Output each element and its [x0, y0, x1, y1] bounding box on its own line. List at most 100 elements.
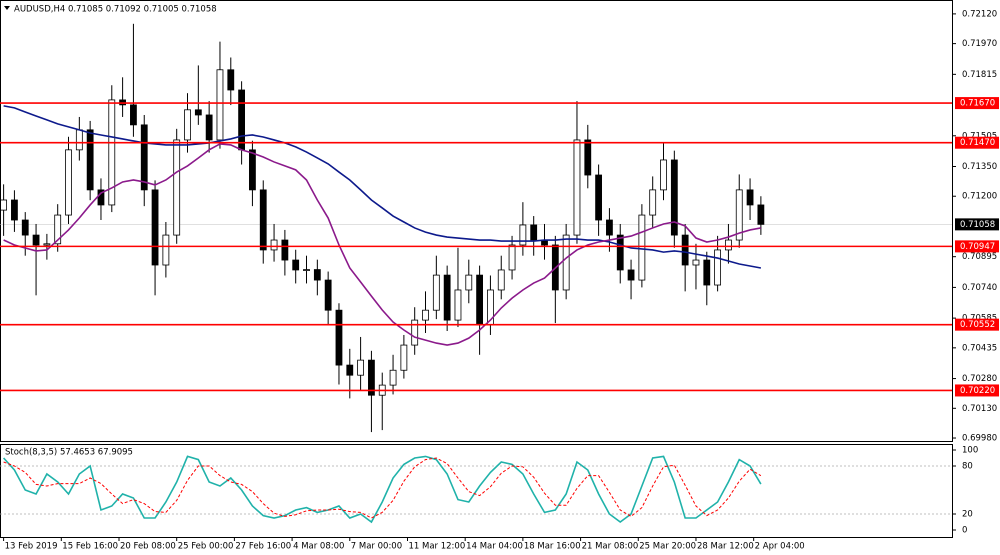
- candle-body: [43, 243, 51, 246]
- x-tick-label: 25 Feb 00:00: [178, 542, 234, 552]
- y-tick-label: 20: [962, 510, 973, 520]
- candle-body: [249, 149, 256, 191]
- candle-body: [735, 189, 743, 241]
- candle-body: [324, 279, 332, 311]
- candle-body: [140, 124, 148, 191]
- candle-body: [227, 69, 235, 91]
- candle-body: [389, 369, 397, 386]
- candle-body: [595, 174, 603, 221]
- candle-body: [692, 259, 700, 266]
- indicator-line: [3, 457, 762, 519]
- candle-body: [432, 274, 440, 311]
- y-tick-label: 0: [962, 526, 967, 536]
- candle-body: [562, 234, 570, 291]
- candle-body: [184, 109, 191, 141]
- candle-body: [346, 364, 354, 376]
- x-tick-label: 25 Mar 20:00: [639, 542, 696, 552]
- candle-body: [476, 274, 484, 326]
- candle-body: [400, 344, 408, 371]
- candle-body: [54, 214, 62, 245]
- candle-body: [746, 189, 754, 206]
- candle-body: [638, 214, 646, 281]
- candle-body: [86, 129, 94, 191]
- candle-body: [21, 219, 29, 236]
- x-tick-label: 13 Feb 2019: [5, 542, 58, 552]
- level-label: 0.70947: [960, 242, 995, 252]
- candle-body: [573, 139, 581, 236]
- y-tick-label: 0.69980: [962, 434, 997, 444]
- candle-body: [335, 309, 343, 366]
- chart-title: AUDUSD,H4 0.71085 0.71092 0.71005 0.7105…: [14, 5, 217, 15]
- candle-body: [714, 249, 722, 286]
- level-label: 0.70552: [960, 320, 995, 330]
- candle-body: [194, 109, 202, 116]
- x-tick-label: 20 Feb 08:00: [120, 542, 176, 552]
- x-tick-label: 18 Mar 16:00: [524, 542, 581, 552]
- indicator-pane-frame: [0, 444, 953, 538]
- level-tag: [955, 384, 999, 397]
- y-tick-label: 0.72120: [962, 9, 997, 19]
- y-tick-label: 0.70585: [962, 314, 997, 324]
- current-price-label: 0.71058: [960, 220, 995, 230]
- candle-body: [757, 204, 765, 225]
- candle-body: [75, 129, 83, 151]
- candle-body: [259, 189, 267, 251]
- y-tick-label: 0.70130: [962, 404, 997, 414]
- x-tick-label: 4 Mar 08:00: [293, 542, 344, 552]
- candle-body: [205, 114, 213, 141]
- y-tick-label: 0.70895: [962, 252, 997, 262]
- candle-body: [454, 289, 462, 321]
- candle-body: [606, 219, 613, 236]
- level-label: 0.71670: [960, 99, 995, 109]
- candle-body: [703, 259, 711, 286]
- y-tick-label: 100: [962, 446, 978, 456]
- y-tick-label: 0.71505: [962, 131, 997, 141]
- y-tick-label: 0.71970: [962, 39, 997, 49]
- x-tick-label: 14 Mar 04:00: [466, 542, 523, 552]
- candle-body: [616, 234, 624, 271]
- candle-body: [32, 234, 40, 246]
- level-tag: [955, 318, 999, 331]
- candle-body: [238, 89, 246, 151]
- level-label: 0.71470: [960, 138, 995, 148]
- y-tick-label: 0.70435: [962, 343, 997, 353]
- candle-body: [519, 224, 527, 246]
- candle-body: [465, 274, 473, 291]
- y-tick-label: 0.70280: [962, 374, 997, 384]
- main-pane-frame: [0, 0, 953, 442]
- candle-body: [357, 359, 365, 376]
- candle-body: [216, 69, 224, 141]
- candle-body: [292, 259, 300, 271]
- level-tag: [955, 97, 999, 110]
- candle-body: [270, 239, 278, 251]
- candle-body: [173, 139, 181, 236]
- y-tick-label: 80: [962, 462, 973, 472]
- candle-body: [11, 199, 18, 221]
- x-tick-label: 2 Apr 04:00: [755, 542, 805, 552]
- y-tick-label: 0.71350: [962, 162, 997, 172]
- x-tick-label: 15 Feb 16:00: [62, 542, 118, 552]
- candle-body: [627, 269, 635, 281]
- candle-body: [660, 159, 667, 191]
- candle-body: [530, 224, 538, 241]
- level-tag: [955, 240, 999, 253]
- x-tick-label: 7 Mar 00:00: [351, 542, 402, 552]
- candle-body: [162, 234, 170, 266]
- candle-body: [130, 104, 137, 126]
- indicator-line: [3, 143, 762, 346]
- candle-body: [313, 269, 321, 281]
- level-tag: [955, 136, 999, 149]
- candle-body: [368, 359, 375, 396]
- candle-body: [0, 199, 8, 211]
- candle-body: [303, 269, 310, 271]
- candle-body: [108, 99, 116, 206]
- candle-body: [422, 309, 429, 321]
- candle-body: [508, 244, 516, 271]
- candle-body: [670, 159, 678, 236]
- x-tick-label: 21 Mar 08:00: [582, 542, 639, 552]
- candle-body: [584, 139, 592, 176]
- candle-body: [497, 269, 505, 291]
- candle-body: [443, 274, 451, 321]
- candle-body: [65, 149, 72, 216]
